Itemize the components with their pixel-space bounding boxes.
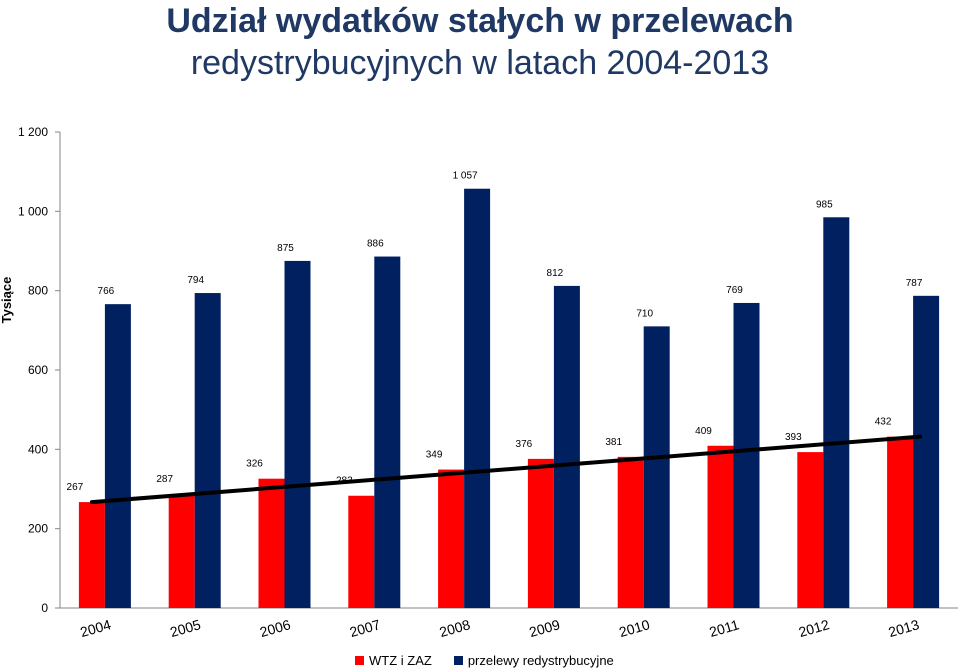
bar-przelewy-2012 [823,217,850,609]
x-tick-label-2004: 2004 [78,616,113,640]
data-label-przelewy-2012: 985 [816,199,833,210]
bar-wtz-2005 [168,494,195,608]
bar-przelewy-2008 [464,188,491,608]
data-label-przelewy-2011: 769 [726,285,743,296]
bar-wtz-2007 [348,495,375,608]
bar-przelewy-2007 [374,256,401,608]
y-tick-label: 1 000 [18,204,48,218]
legend-swatch-wtz [355,656,364,665]
chart-title: Udział wydatków stałych w przelewach red… [0,0,960,84]
data-label-przelewy-2010: 710 [636,308,653,319]
x-tick-label-2007: 2007 [348,616,383,640]
bar-przelewy-2011 [733,302,760,608]
bar-wtz-2006 [258,478,285,608]
x-tick-label-2010: 2010 [617,616,652,640]
y-tick-label: 400 [28,442,48,456]
legend-label-przelewy: przelewy redystrybucyjne [467,653,614,668]
bar-wtz-2011 [707,445,734,608]
y-tick-label: 200 [28,522,48,536]
data-label-wtz-2011: 409 [695,426,712,437]
bar-wtz-2012 [797,452,824,608]
x-tick-label-2011: 2011 [707,616,741,640]
y-tick-label: 1 200 [18,125,48,139]
bar-wtz-2010 [617,456,644,608]
data-label-przelewy-2005: 794 [187,275,204,286]
data-label-wtz-2004: 267 [67,482,84,493]
legend-swatch-przelewy [453,656,463,665]
data-label-wtz-2005: 287 [156,474,173,485]
bar-przelewy-2009 [553,285,580,608]
legend: WTZ i ZAZ przelewy redystrybucyjne [355,653,614,668]
trendline [89,434,923,505]
bar-wtz-2004 [78,502,105,608]
bar-przelewy-2004 [104,304,131,608]
y-tick-label: 800 [28,284,48,298]
data-label-przelewy-2006: 875 [277,243,294,254]
x-tick-label-2008: 2008 [438,616,473,640]
title-line-2: redystrybucyjnych w latach 2004-2013 [190,44,770,82]
x-tick-label-2009: 2009 [527,616,562,640]
data-label-przelewy-2008: 1 057 [453,171,478,182]
bar-wtz-2009 [527,458,554,608]
bar-wtz-2013 [887,436,914,608]
bar-przelewy-2010 [643,326,670,608]
legend-label-wtz: WTZ i ZAZ [369,653,432,668]
bar-przelewy-2013 [913,295,940,608]
data-label-wtz-2006: 326 [246,459,263,470]
data-label-przelewy-2009: 812 [547,268,564,279]
data-label-wtz-2012: 393 [785,432,802,443]
bar-przelewy-2006 [284,260,311,608]
bar-wtz-2008 [438,469,465,608]
data-label-wtz-2009: 376 [516,439,533,450]
data-label-wtz-2008: 349 [426,450,443,461]
data-label-przelewy-2007: 886 [367,239,384,250]
legend-item-wtz: WTZ i ZAZ [355,653,432,668]
x-tick-label-2006: 2006 [258,616,293,640]
y-axis-title: Tysiące [0,277,14,324]
y-tick-label: 0 [41,601,48,615]
data-label-wtz-2010: 381 [605,437,622,448]
x-tick-label-2013: 2013 [887,616,922,640]
data-label-wtz-2013: 432 [875,417,892,428]
title-line-1: Udział wydatków stałych w przelewach [166,2,794,40]
bar-przelewy-2005 [194,293,221,608]
data-label-przelewy-2004: 766 [98,286,115,297]
x-tick-label-2005: 2005 [168,616,203,640]
legend-item-przelewy: przelewy redystrybucyjne [453,653,614,668]
y-tick-label: 600 [28,363,48,377]
data-label-przelewy-2013: 787 [906,278,923,289]
x-tick-label-2012: 2012 [797,616,832,640]
